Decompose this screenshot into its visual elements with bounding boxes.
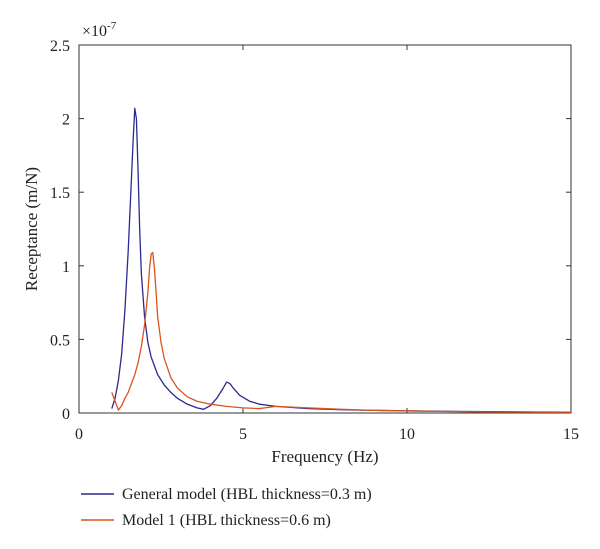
x-axis-label: Frequency (Hz) xyxy=(271,447,378,466)
legend: General model (HBL thickness=0.3 m) Mode… xyxy=(81,486,372,529)
series-line-model-1 xyxy=(111,251,572,413)
x-tick-label: 5 xyxy=(239,426,247,443)
y-multiplier: ×10-7 xyxy=(82,20,117,40)
y-tick-label: 0.5 xyxy=(50,332,70,349)
x-axis: 0 5 10 15 xyxy=(75,45,579,443)
x-tick-label: 15 xyxy=(563,426,579,443)
y-tick-label: 0 xyxy=(62,406,70,423)
y-tick-label: 1 xyxy=(62,259,70,276)
y-tick-label: 1.5 xyxy=(50,185,70,202)
y-axis: 0 0.5 1 1.5 2 2.5 xyxy=(50,38,571,423)
legend-label-model-1: Model 1 (HBL thickness=0.6 m) xyxy=(122,512,331,529)
y-axis-label: Receptance (m/N) xyxy=(22,167,41,291)
y-tick-label: 2 xyxy=(62,112,70,129)
series-layer xyxy=(111,107,572,413)
x-tick-label: 10 xyxy=(399,426,415,443)
legend-label-general-model: General model (HBL thickness=0.3 m) xyxy=(122,486,372,503)
series-line-general-model xyxy=(111,107,572,413)
plot-area-frame xyxy=(78,44,572,414)
x-tick-label: 0 xyxy=(75,426,83,443)
y-tick-label: 2.5 xyxy=(50,38,70,55)
